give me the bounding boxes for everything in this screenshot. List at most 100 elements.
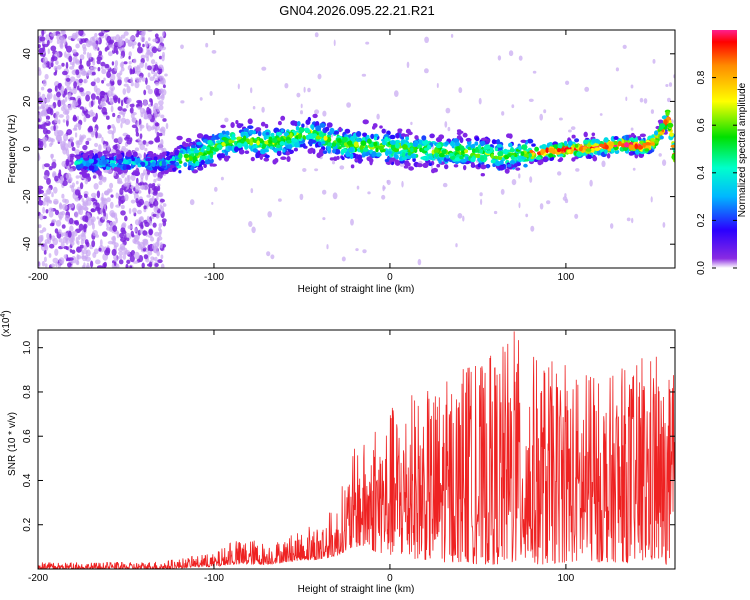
noise-blob (237, 83, 240, 90)
ridge-blob (250, 156, 255, 162)
ridge-blob (583, 131, 588, 138)
noise-blob (436, 83, 439, 88)
noise-blob (118, 39, 125, 46)
ridge-blob (631, 137, 635, 142)
x-tick-label: 100 (558, 573, 575, 584)
noise-blob (69, 96, 76, 101)
ridge-blob (639, 140, 644, 145)
ridge-blob (384, 136, 389, 143)
noise-blob (80, 238, 84, 245)
noise-blob (83, 223, 88, 229)
noise-blob (322, 217, 326, 221)
noise-blob (615, 67, 620, 72)
ridge-blob (568, 140, 573, 146)
noise-blob (136, 99, 143, 104)
noise-blob (333, 39, 336, 47)
noise-blob (322, 189, 327, 195)
ridge-blob (280, 156, 287, 160)
ridge-blob (452, 138, 458, 143)
noise-blob (424, 36, 429, 43)
noise-blob (133, 251, 140, 260)
ridge-blob (193, 149, 200, 154)
ridge-blob (431, 168, 436, 174)
ridge-blob (528, 152, 532, 158)
noise-blob (75, 43, 80, 49)
ridge-blob (491, 139, 497, 145)
noise-blob (529, 176, 533, 183)
noise-blob (55, 111, 60, 116)
noise-blob (157, 185, 161, 192)
ridge-blob (596, 150, 601, 156)
noise-blob (148, 140, 154, 145)
noise-blob (76, 253, 80, 261)
noise-blob (98, 247, 102, 252)
ridge-blob (598, 143, 605, 148)
noise-blob (355, 248, 359, 252)
noise-blob (92, 175, 97, 179)
noise-blob (139, 133, 143, 139)
ridge-blob (479, 149, 484, 154)
noise-blob (49, 223, 55, 227)
ridge-blob (581, 146, 588, 150)
x-tick-label: -200 (28, 573, 48, 584)
noise-blob (46, 94, 51, 99)
noise-blob (63, 38, 67, 45)
ridge-blob (444, 164, 449, 170)
noise-blob (148, 183, 153, 189)
ridge-blob (613, 136, 619, 140)
noise-blob (112, 235, 116, 243)
ridge-blob (332, 148, 336, 154)
noise-blob (442, 182, 448, 188)
ridge-blob (176, 145, 182, 150)
noise-blob (113, 242, 119, 248)
ridge-blob (403, 165, 409, 169)
ridge-blob (545, 147, 549, 154)
ridge-blob (542, 156, 549, 163)
noise-blob (83, 79, 87, 84)
noise-blob (270, 254, 275, 260)
noise-blob (44, 73, 49, 80)
noise-blob (162, 31, 165, 37)
y-tick-label: 0.2 (22, 517, 33, 531)
noise-blob (154, 72, 158, 77)
ridge-blob (125, 164, 132, 170)
noise-blob (115, 34, 121, 42)
ridge-blob (371, 151, 377, 157)
noise-blob (62, 232, 68, 237)
ridge-blob (145, 157, 152, 162)
noise-blob (39, 230, 44, 234)
noise-blob (96, 216, 100, 220)
noise-blob (154, 122, 160, 127)
noise-blob (158, 55, 163, 60)
spectrogram-x-axis-label: Height of straight line (km) (298, 284, 415, 295)
ridge-blob (508, 133, 513, 139)
noise-blob (45, 209, 49, 214)
noise-blob (44, 263, 48, 268)
noise-blob (50, 263, 56, 268)
ridge-blob (342, 136, 348, 143)
noise-blob (71, 249, 76, 254)
noise-blob (114, 60, 119, 67)
noise-blob (78, 205, 84, 210)
noise-blob (79, 87, 84, 93)
ridge-blob (238, 149, 245, 155)
noise-blob (103, 202, 107, 210)
ridge-blob (169, 160, 176, 164)
noise-blob (108, 39, 115, 44)
ridge-blob (356, 154, 363, 160)
ridge-blob (594, 147, 600, 152)
ridge-blob (520, 139, 527, 143)
noise-blob (79, 58, 83, 66)
noise-blob (148, 187, 151, 195)
ridge-blob (324, 126, 330, 132)
noise-blob (110, 105, 114, 113)
noise-blob (61, 193, 65, 199)
ridge-blob (515, 167, 521, 171)
noise-blob (557, 171, 562, 176)
noise-blob (141, 185, 145, 190)
noise-blob (128, 61, 132, 65)
ridge-blob (329, 127, 335, 134)
ridge-blob (406, 162, 411, 167)
noise-blob (85, 114, 91, 119)
ridge-blob (297, 121, 301, 127)
